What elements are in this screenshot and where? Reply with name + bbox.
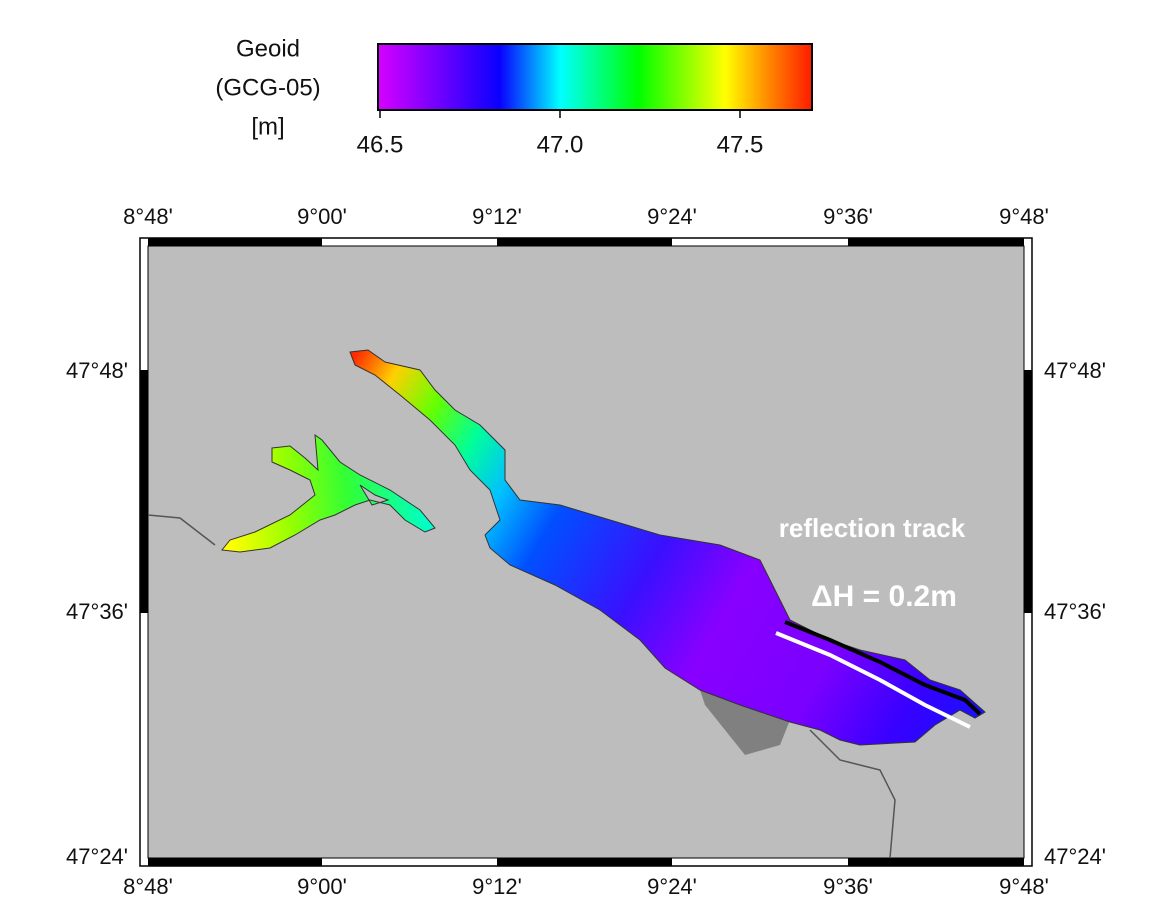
colorbar-tick-label: 47.0 bbox=[537, 131, 584, 158]
lon-label: 8°48' bbox=[123, 874, 173, 899]
lon-label: 9°12' bbox=[472, 204, 522, 229]
colorbar-label: Geoid bbox=[236, 35, 300, 62]
colorbar: Geoid (GCG-05) [m] bbox=[215, 35, 813, 140]
lon-label: 9°36' bbox=[823, 204, 873, 229]
border bbox=[147, 514, 896, 859]
lon-label: 9°00' bbox=[297, 874, 347, 899]
lat-label: 47°24' bbox=[1044, 844, 1106, 869]
colorbar-tick-label: 46.5 bbox=[357, 131, 404, 158]
lon-label: 9°48' bbox=[999, 874, 1049, 899]
lon-label: 9°24' bbox=[647, 204, 697, 229]
lon-label: 9°36' bbox=[823, 874, 873, 899]
track-black bbox=[784, 620, 982, 716]
colorbar-label: (GCG-05) bbox=[215, 74, 320, 101]
lon-label: 9°24' bbox=[647, 874, 697, 899]
lon-label: 8°48' bbox=[123, 204, 173, 229]
lon-label: 9°00' bbox=[297, 204, 347, 229]
lake-constance bbox=[349, 349, 986, 746]
reflection-track bbox=[775, 631, 971, 729]
colorbar-tick-label: 47.5 bbox=[717, 131, 764, 158]
lat-label: 47°48' bbox=[66, 358, 128, 383]
lat-label: 47°36' bbox=[1044, 599, 1106, 624]
shore bbox=[700, 690, 790, 755]
lon-label: 9°12' bbox=[472, 874, 522, 899]
colorbar-label: [m] bbox=[251, 113, 284, 140]
untersee bbox=[221, 433, 436, 553]
lat-label: 47°36' bbox=[66, 599, 128, 624]
frame-ticks bbox=[140, 238, 1032, 866]
colorbar-scale bbox=[377, 43, 813, 111]
annotation: reflection track bbox=[779, 513, 966, 543]
annotation: ΔH = 0.2m bbox=[811, 580, 957, 613]
lat-label: 47°24' bbox=[66, 844, 128, 869]
lat-label: 47°48' bbox=[1044, 358, 1106, 383]
lon-label: 9°48' bbox=[999, 204, 1049, 229]
map: reflection track ΔH = 0.2m bbox=[139, 237, 1033, 867]
